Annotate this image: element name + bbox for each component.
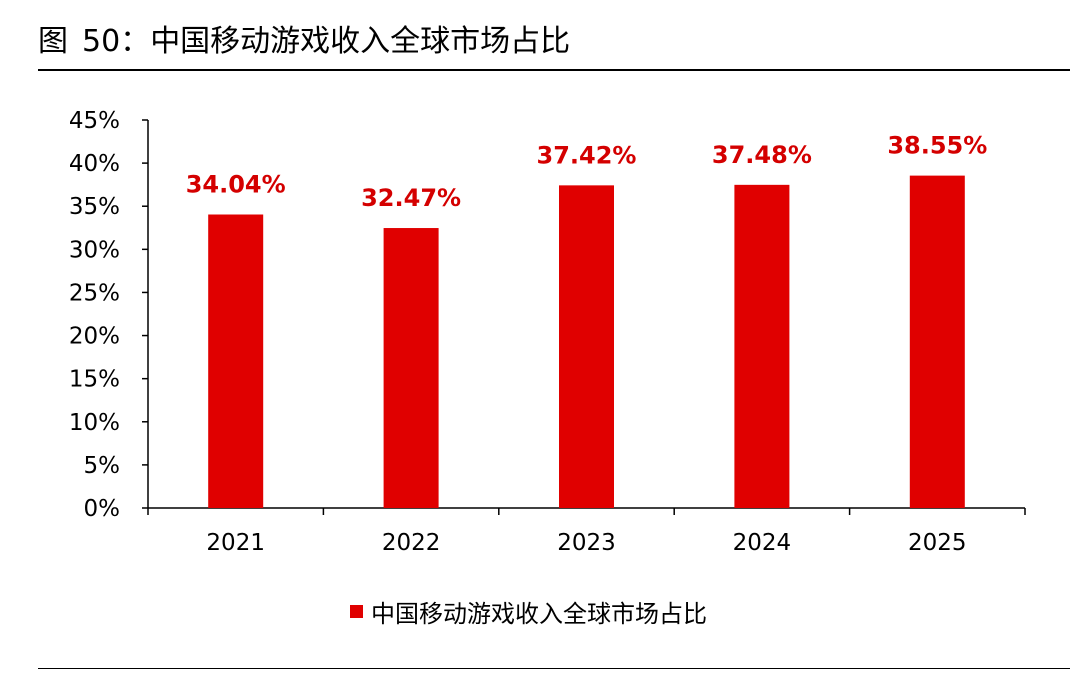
figure-title: 图 50：中国移动游戏收入全球市场占比 [38,22,570,62]
bar-2023 [559,185,614,508]
y-tick-label: 35% [69,194,120,220]
x-tick-label-2021: 2021 [206,530,265,556]
x-tick-label-2023: 2023 [557,530,616,556]
y-tick-label: 10% [69,410,120,436]
x-tick-label-2022: 2022 [382,530,441,556]
data-label-2022: 32.47% [361,184,461,212]
y-tick-label: 30% [69,237,120,263]
y-tick-label: 5% [84,453,121,479]
data-label-2021: 34.04% [186,170,286,198]
x-tick-label-2024: 2024 [733,530,792,556]
bottom-rule [38,668,1070,669]
legend-swatch [350,604,363,618]
bar-2024 [734,184,790,508]
legend-label: 中国移动游戏收入全球市场占比 [371,599,707,628]
chart-legend: 中国移动游戏收入全球市场占比 [350,593,707,629]
y-axis: 0% 5% 10% 15% 20% 25% 30% 35% 40% 45% [69,108,149,522]
x-tick-label-2025: 2025 [908,530,967,556]
y-tick-label: 15% [69,367,120,393]
y-tick-label: 20% [69,324,120,350]
x-axis: 2021 2022 2023 2024 2025 [147,507,1026,556]
bar-series [208,175,965,508]
figure-title-text: 中国移动游戏收入全球市场占比 [150,24,571,59]
y-tick-label: 25% [69,280,120,306]
bar-2025 [909,175,965,508]
y-tick-label: 45% [69,108,120,134]
data-label-2023: 37.42% [537,141,637,169]
data-labels: 34.04% 32.47% 37.42% 37.48% 38.55% [186,132,988,212]
bar-2021 [208,214,264,508]
title-rule [38,69,1070,71]
data-label-2024: 37.48% [712,141,812,169]
y-tick-label: 0% [84,496,121,522]
figure-label: 图 [38,24,68,59]
figure-number: 50： [82,24,151,59]
bar-2022 [383,228,439,508]
y-tick-label: 40% [69,151,120,177]
data-label-2025: 38.55% [887,132,987,160]
